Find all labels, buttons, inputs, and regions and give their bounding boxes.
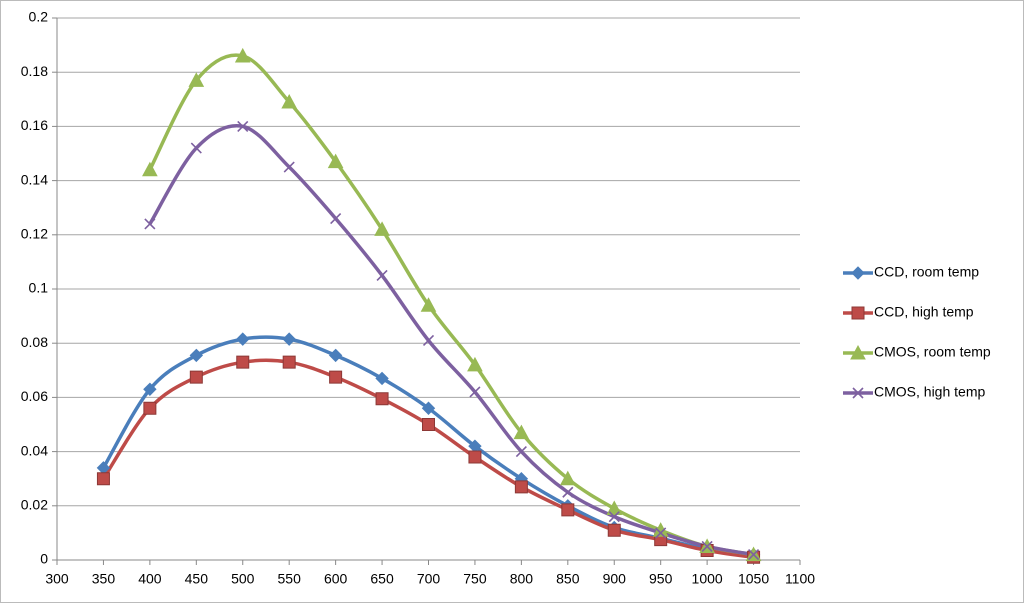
marker <box>329 370 343 384</box>
x-tick-label: 650 <box>370 571 394 587</box>
marker <box>143 382 157 396</box>
x-tick-label: 600 <box>324 571 348 587</box>
x-tick-label: 300 <box>45 571 69 587</box>
marker <box>327 153 344 169</box>
marker <box>236 355 250 369</box>
marker <box>375 392 389 406</box>
marker <box>422 418 435 431</box>
marker <box>281 93 298 109</box>
y-tick-label: 0.16 <box>21 117 48 133</box>
y-tick-label: 0.08 <box>21 334 48 350</box>
x-tick-label: 950 <box>649 571 673 587</box>
marker <box>422 334 435 347</box>
legend-item: CCD, room temp <box>843 264 979 280</box>
marker <box>469 386 481 398</box>
marker <box>513 424 530 440</box>
marker <box>189 348 204 363</box>
x-tick-label: 1050 <box>738 571 769 587</box>
marker <box>561 503 575 517</box>
marker <box>606 500 623 516</box>
legend-item: CMOS, high temp <box>843 384 985 400</box>
marker <box>851 306 865 320</box>
x-tick-label: 550 <box>278 571 302 587</box>
y-tick-label: 0.04 <box>21 442 48 458</box>
marker <box>282 332 296 346</box>
x-tick-label: 500 <box>231 571 255 587</box>
marker <box>237 120 249 132</box>
y-tick-label: 0.1 <box>29 280 49 296</box>
legend-item: CMOS, room temp <box>843 344 991 360</box>
marker <box>421 401 436 415</box>
marker <box>330 212 342 225</box>
marker <box>374 221 390 236</box>
legend-item: CCD, high temp <box>843 304 974 320</box>
legend-label: CMOS, room temp <box>874 344 991 360</box>
y-tick-label: 0.02 <box>21 497 48 513</box>
marker <box>234 47 251 63</box>
marker <box>188 72 205 87</box>
x-tick-label: 450 <box>185 571 209 587</box>
marker <box>144 218 156 230</box>
marker <box>467 356 483 372</box>
marker <box>236 332 250 346</box>
marker <box>515 446 527 458</box>
y-tick-label: 0.12 <box>21 226 48 242</box>
x-tick-label: 750 <box>463 571 487 587</box>
legend-label: CCD, high temp <box>874 304 974 320</box>
marker <box>607 523 621 537</box>
x-tick-label: 800 <box>510 571 534 587</box>
y-tick-label: 0.06 <box>21 388 48 404</box>
y-tick-label: 0 <box>40 551 48 567</box>
marker <box>852 387 864 399</box>
x-tick-label: 1100 <box>785 571 815 587</box>
x-tick-label: 1000 <box>692 571 723 587</box>
marker <box>850 344 866 360</box>
marker <box>376 269 388 282</box>
y-tick-label: 0.2 <box>29 9 49 25</box>
marker <box>375 371 389 386</box>
marker <box>420 297 437 312</box>
marker <box>328 348 343 363</box>
marker <box>143 401 157 415</box>
marker <box>747 549 760 561</box>
x-tick-label: 900 <box>603 571 627 587</box>
y-tick-label: 0.14 <box>21 171 48 187</box>
marker <box>655 527 667 539</box>
y-tick-label: 0.18 <box>21 63 48 79</box>
legend-label: CCD, room temp <box>874 264 979 280</box>
marker <box>96 472 110 486</box>
x-tick-label: 400 <box>138 571 162 587</box>
legend-label: CMOS, high temp <box>874 384 985 400</box>
marker <box>142 161 158 177</box>
marker <box>468 450 482 464</box>
marker <box>608 511 620 523</box>
x-tick-label: 350 <box>92 571 116 587</box>
marker <box>701 540 713 553</box>
marker <box>514 480 528 494</box>
marker <box>189 370 203 384</box>
marker <box>282 355 296 369</box>
marker <box>851 266 865 280</box>
x-tick-label: 700 <box>417 571 441 587</box>
x-tick-label: 850 <box>556 571 580 587</box>
marker <box>190 142 202 154</box>
marker <box>283 161 295 173</box>
marker <box>559 470 576 486</box>
marker <box>562 486 574 498</box>
